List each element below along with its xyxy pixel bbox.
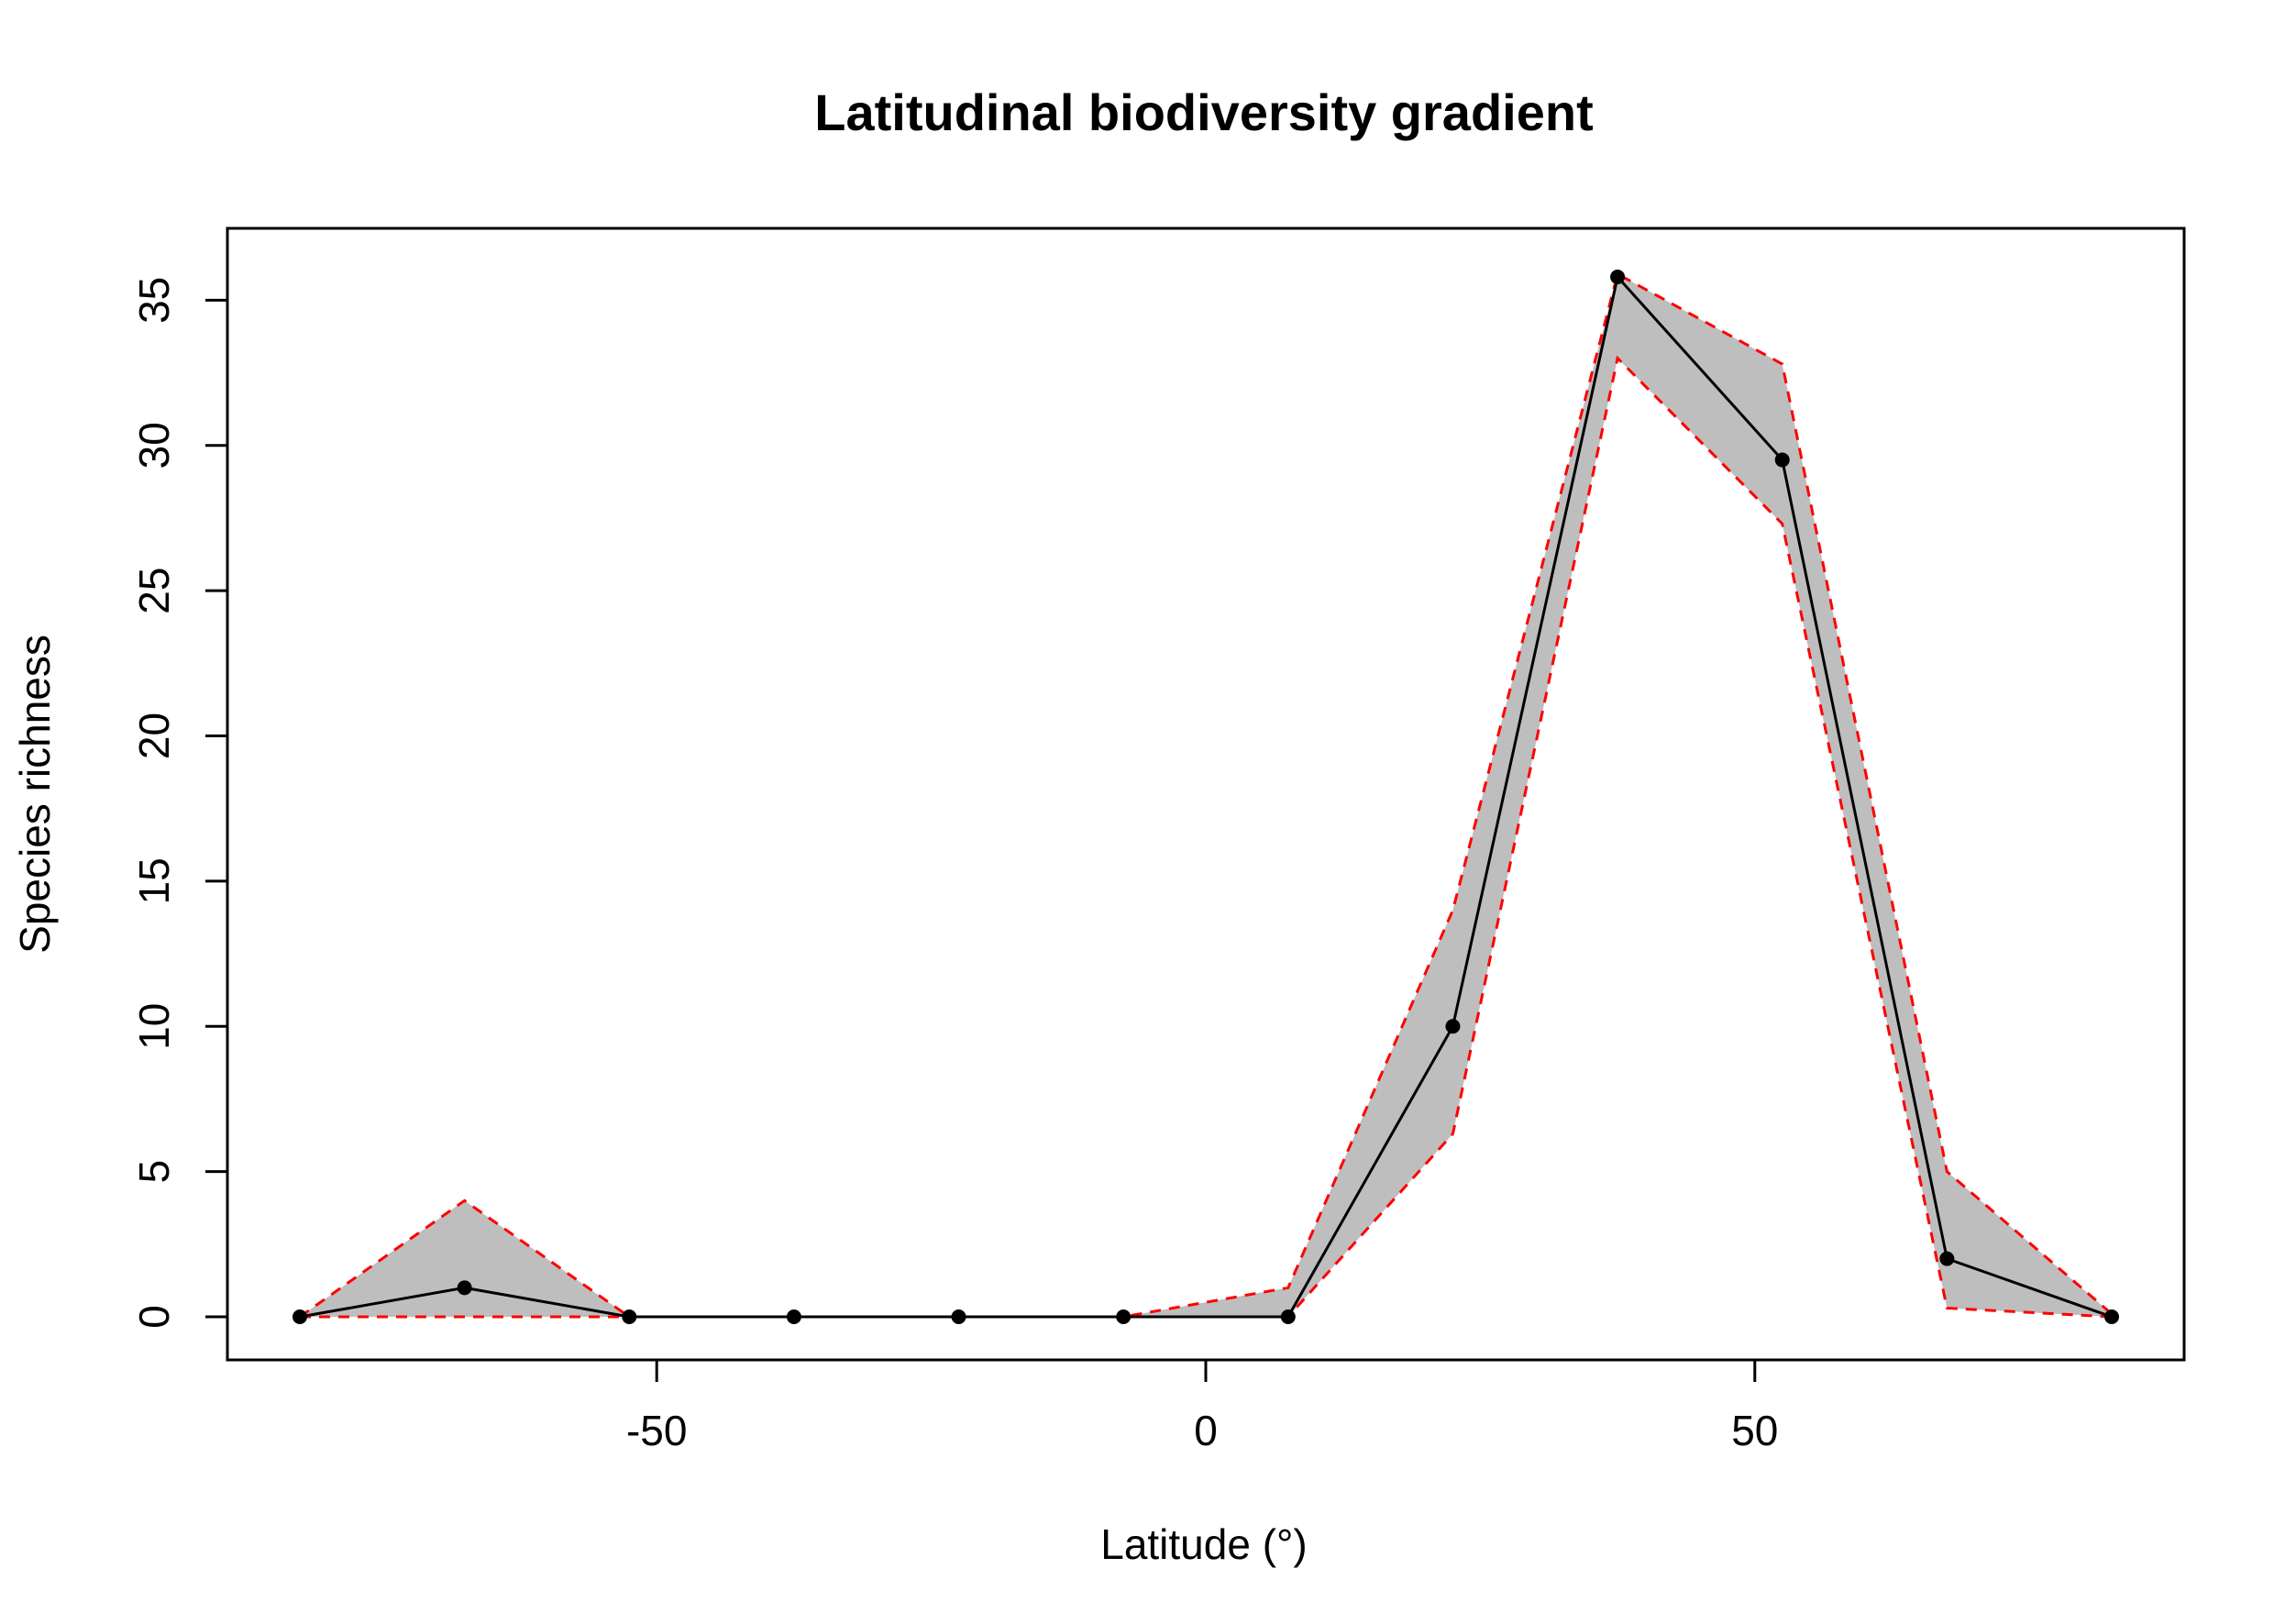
data-point	[622, 1309, 637, 1324]
y-axis: 0 5 10 15 20 25 30 35	[130, 277, 229, 1329]
series-line-mean	[299, 273, 2113, 1319]
chart-title: Latitudinal biodiversity gradient	[814, 83, 1593, 141]
x-tick-label: 0	[1194, 1407, 1218, 1454]
y-tick-label: 15	[130, 857, 178, 904]
plot-frame	[226, 226, 2186, 1362]
y-tick-label: 30	[130, 422, 178, 469]
data-point	[1280, 1309, 1296, 1324]
y-tick-label: 25	[130, 568, 178, 614]
data-point	[1445, 1019, 1461, 1034]
y-tick-label: 35	[130, 277, 178, 324]
y-tick-label: 5	[130, 1160, 178, 1184]
y-tick-label: 0	[130, 1305, 178, 1329]
data-point	[1774, 452, 1790, 468]
data-point	[2104, 1309, 2119, 1324]
series-line-upper	[299, 271, 2113, 1319]
y-tick-label: 10	[130, 1003, 178, 1050]
y-axis-label: Species richness	[11, 635, 59, 954]
x-axis: -50 0 50	[626, 1358, 1778, 1454]
plot-area	[293, 270, 2119, 1324]
x-axis-label: Latitude (°)	[1100, 1520, 1308, 1568]
y-tick-label: 20	[130, 713, 178, 759]
x-tick-label: 50	[1731, 1407, 1778, 1454]
series-line-lower	[300, 355, 2113, 1319]
data-point	[1939, 1251, 1955, 1266]
data-point	[1116, 1309, 1131, 1324]
confidence-band	[300, 273, 2112, 1317]
data-point	[293, 1309, 307, 1324]
data-point	[786, 1309, 801, 1324]
data-point	[951, 1309, 966, 1324]
data-point	[457, 1280, 472, 1296]
x-tick-label: -50	[626, 1407, 687, 1454]
data-point	[1610, 270, 1626, 284]
